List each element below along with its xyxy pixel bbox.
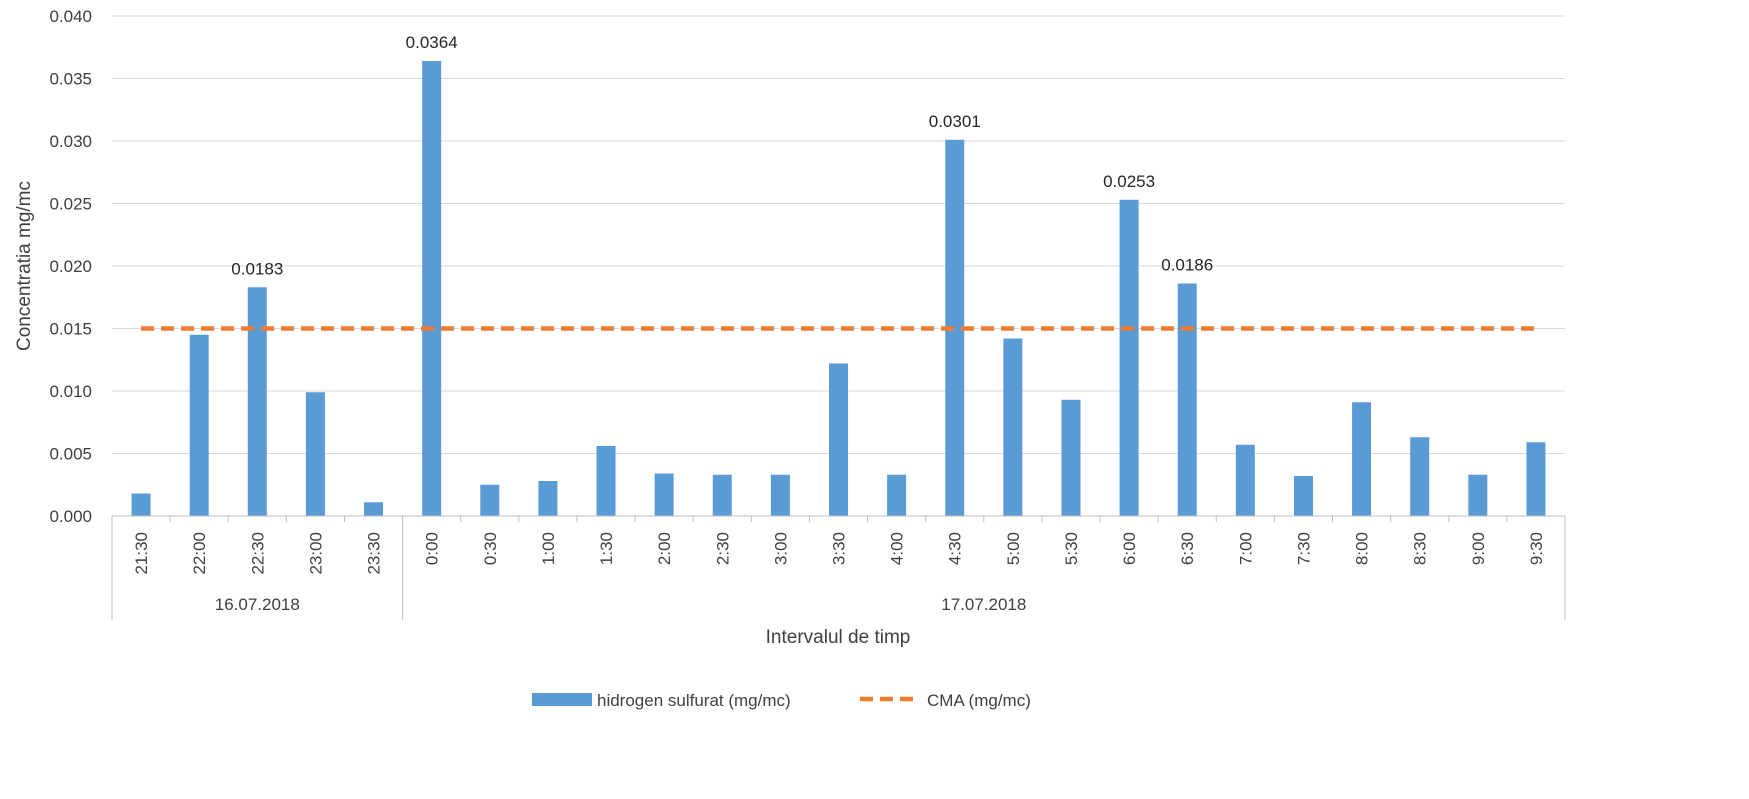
x-tick-label: 1:30 xyxy=(597,532,616,565)
x-tick-label: 23:00 xyxy=(306,532,325,575)
bar xyxy=(1293,476,1313,516)
bar xyxy=(538,481,558,516)
x-tick-label: 8:00 xyxy=(1353,532,1372,565)
x-axis: 21:30 22:00 22:30 23:00 23:30 0:00 0:30 1:00 1:3… xyxy=(111,515,1566,620)
x-tick-label: 2:00 xyxy=(655,532,674,565)
x-tick-label: 9:00 xyxy=(1469,532,1488,565)
bar xyxy=(1235,444,1255,516)
y-tick-label: 0.040 xyxy=(49,7,92,26)
x-tick-label: 4:00 xyxy=(888,532,907,565)
bar xyxy=(305,392,325,516)
x-tick-label: 0:00 xyxy=(423,532,442,565)
bar xyxy=(712,474,732,516)
x-tick-label: 0:30 xyxy=(481,532,500,565)
legend-swatch-bar xyxy=(532,693,592,706)
x-tick-label: 5:00 xyxy=(1004,532,1023,565)
x-tick-label: 7:30 xyxy=(1294,532,1313,565)
bar xyxy=(1526,442,1546,516)
bar xyxy=(1177,283,1197,516)
bar xyxy=(131,493,151,516)
y-tick-label: 0.020 xyxy=(49,257,92,276)
y-tick-label: 0.015 xyxy=(49,320,92,339)
bar xyxy=(829,363,848,516)
bar xyxy=(364,502,384,516)
legend: hidrogen sulfurat (mg/mc) CMA (mg/mc) xyxy=(532,691,1031,710)
legend-label: CMA (mg/mc) xyxy=(927,691,1031,710)
bar xyxy=(887,474,907,516)
x-tick-label: 4:30 xyxy=(946,532,965,565)
data-label: 0.0253 xyxy=(1103,172,1155,191)
group-label: 16.07.2018 xyxy=(215,595,300,614)
bar xyxy=(770,474,790,516)
data-label: 0.0186 xyxy=(1161,256,1213,275)
x-tick-label: 1:00 xyxy=(539,532,558,565)
bars xyxy=(131,61,1546,516)
data-label: 0.0183 xyxy=(231,259,283,278)
bar xyxy=(1352,402,1372,516)
bar xyxy=(1410,437,1430,516)
y-axis-ticks: 0.000 0.005 0.010 0.015 0.020 0.025 0.030 0.035… xyxy=(49,7,92,526)
x-tick-label: 5:30 xyxy=(1062,532,1081,565)
x-tick-label: 6:30 xyxy=(1178,532,1197,565)
group-label: 17.07.2018 xyxy=(941,595,1026,614)
bar xyxy=(480,484,500,516)
x-axis-title: Intervalul de timp xyxy=(766,627,911,648)
gridlines xyxy=(112,15,1565,454)
x-tick-label: 21:30 xyxy=(132,532,151,575)
bar xyxy=(1468,474,1488,516)
y-axis-title: Concentratia mg/mc xyxy=(14,181,35,351)
bar xyxy=(247,287,267,516)
bar xyxy=(422,61,442,516)
x-tick-label: 7:00 xyxy=(1236,532,1255,565)
x-tick-label: 8:30 xyxy=(1411,532,1430,565)
data-labels: 0.0183 0.0364 0.0301 0.0253 0.0186 xyxy=(231,33,1213,278)
x-tick-label: 23:30 xyxy=(365,532,384,575)
data-label: 0.0364 xyxy=(406,33,458,52)
y-tick-label: 0.035 xyxy=(49,70,92,89)
y-tick-label: 0.025 xyxy=(49,195,92,214)
bar xyxy=(596,446,616,516)
bar xyxy=(1003,338,1023,516)
x-tick-label: 22:00 xyxy=(190,532,209,575)
y-tick-label: 0.005 xyxy=(49,445,92,464)
y-tick-label: 0.000 xyxy=(49,507,92,526)
x-tick-label: 3:30 xyxy=(830,532,849,565)
bar xyxy=(189,334,209,516)
y-tick-label: 0.030 xyxy=(49,132,92,151)
x-tick-label: 6:00 xyxy=(1120,532,1139,565)
data-label: 0.0301 xyxy=(929,112,981,131)
y-tick-label: 0.010 xyxy=(49,382,92,401)
bar xyxy=(945,139,965,516)
x-tick-label: 22:30 xyxy=(248,532,267,575)
bar xyxy=(654,473,674,516)
legend-label: hidrogen sulfurat (mg/mc) xyxy=(597,691,791,710)
x-tick-label: 2:30 xyxy=(713,532,732,565)
x-tick-label: 9:30 xyxy=(1527,532,1546,565)
x-tick-label: 3:00 xyxy=(771,532,790,565)
bar xyxy=(1119,199,1139,516)
bar xyxy=(1061,399,1081,516)
